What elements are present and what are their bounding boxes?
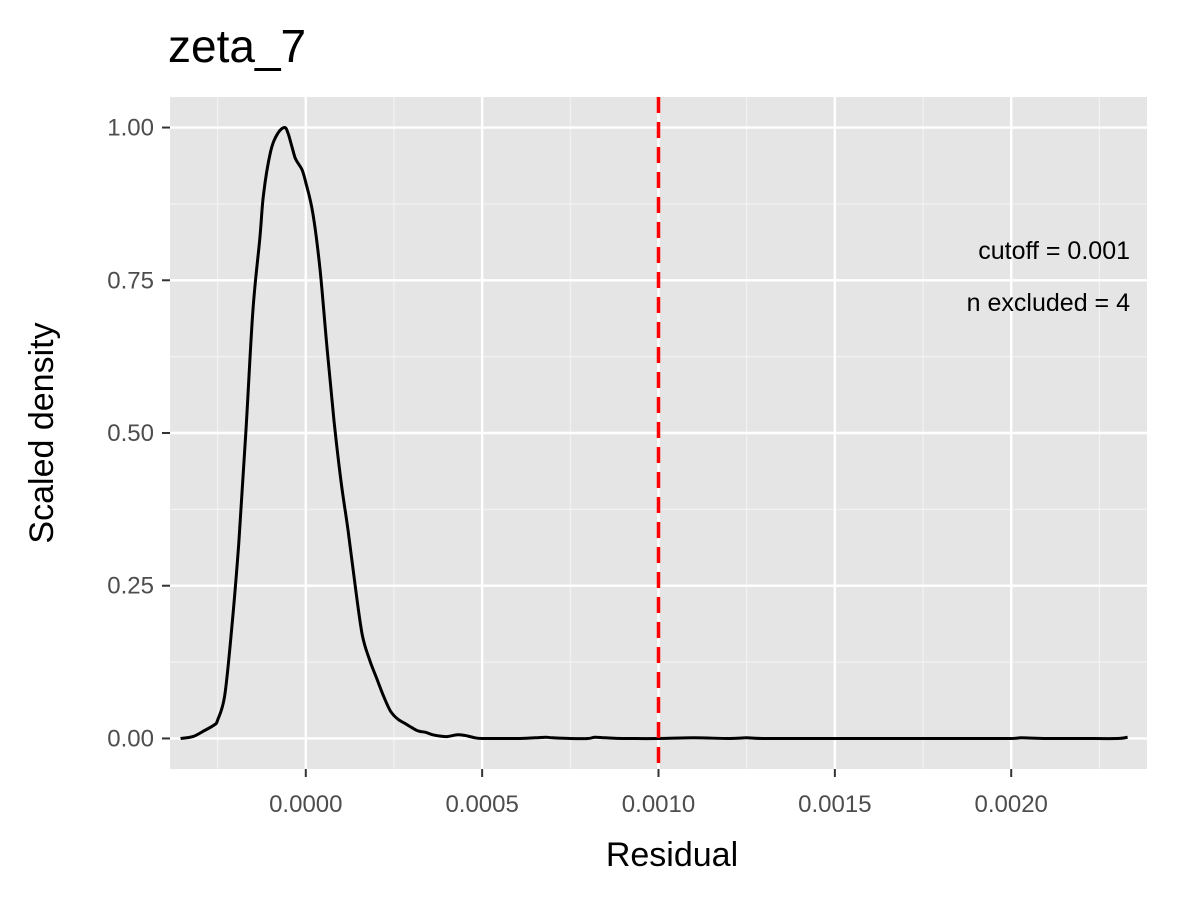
y-axis-title: Scaled density xyxy=(23,322,61,543)
y-tick-label: 0.75 xyxy=(107,267,154,294)
x-tick-label: 0.0000 xyxy=(269,791,342,818)
annotation-excluded: n excluded = 4 xyxy=(967,289,1130,317)
density-curve xyxy=(180,126,1128,741)
x-axis-title: Residual xyxy=(606,836,738,874)
y-tick-label: 0.00 xyxy=(107,725,154,752)
y-tick-label: 0.50 xyxy=(107,420,154,447)
x-tick-label: 0.0015 xyxy=(798,791,871,818)
x-tick-label: 0.0005 xyxy=(445,791,518,818)
y-tick-label: 1.00 xyxy=(107,115,154,142)
chart-title: zeta_7 xyxy=(168,20,306,72)
x-axis-ticks: 0.0000 0.0005 0.0010 0.0015 0.0020 xyxy=(269,769,1048,818)
annotation-cutoff: cutoff = 0.001 xyxy=(978,237,1130,265)
y-tick-label: 0.25 xyxy=(107,573,154,600)
y-axis-ticks: 0.00 0.25 0.50 0.75 1.00 xyxy=(107,115,170,752)
x-tick-label: 0.0020 xyxy=(975,791,1048,818)
x-tick-label: 0.0010 xyxy=(622,791,695,818)
